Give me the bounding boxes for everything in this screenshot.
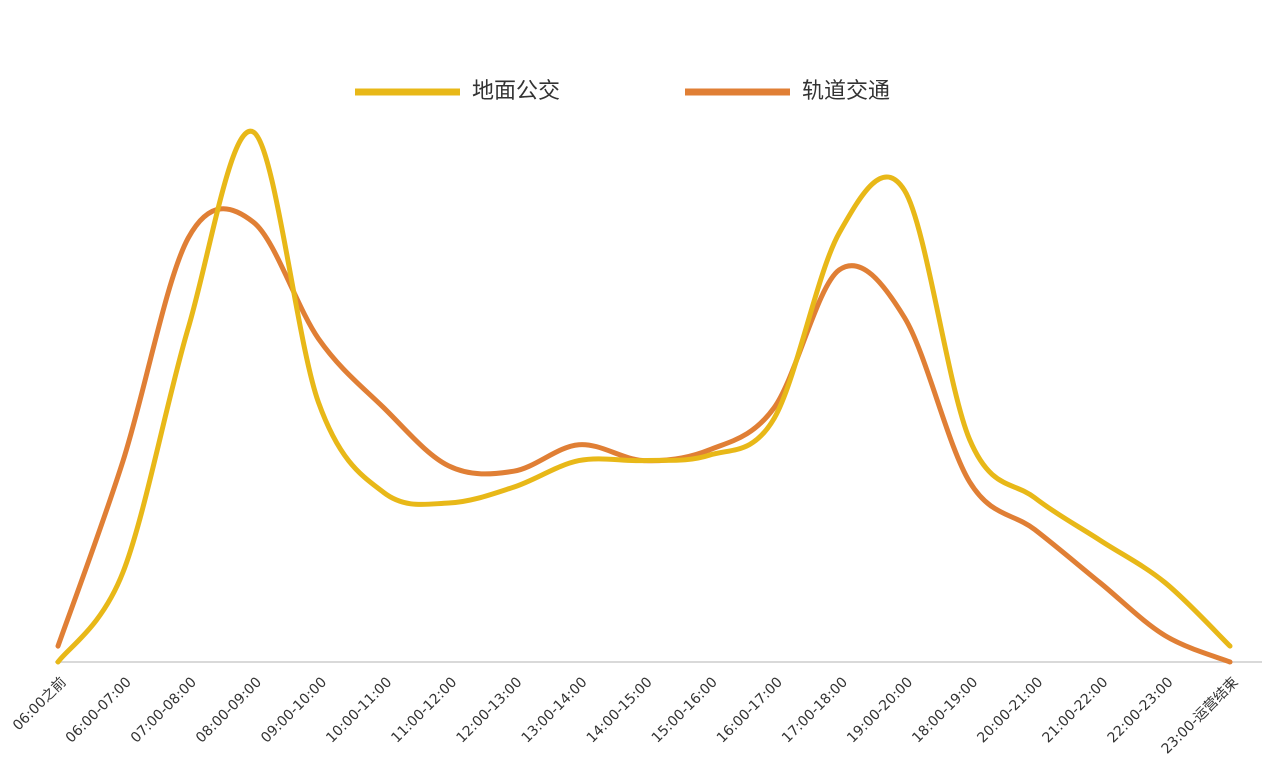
x-tick-label: 08:00-09:00 [193, 674, 265, 746]
x-tick-label: 19:00-20:00 [844, 674, 916, 746]
x-tick-label: 06:00之前 [9, 674, 69, 734]
legend-label: 轨道交通 [802, 79, 890, 104]
x-tick-label: 14:00-15:00 [584, 674, 656, 746]
x-tick-label: 12:00-13:00 [453, 674, 525, 746]
x-tick-label: 09:00-10:00 [258, 674, 330, 746]
x-tick-label: 10:00-11:00 [323, 674, 395, 746]
series-line [55, 206, 1233, 665]
x-tick-label: 16:00-17:00 [714, 674, 786, 746]
legend-label: 地面公交 [472, 79, 560, 104]
x-tick-label: 22:00-23:00 [1105, 674, 1177, 746]
series-line [55, 128, 1233, 665]
x-tick-label: 18:00-19:00 [909, 674, 981, 746]
x-tick-label: 11:00-12:00 [388, 674, 460, 746]
x-tick-label: 21:00-22:00 [1039, 674, 1111, 746]
x-tick-label: 15:00-16:00 [649, 674, 721, 746]
x-tick-label: 17:00-18:00 [779, 674, 851, 746]
x-tick-label: 06:00-07:00 [63, 674, 135, 746]
x-tick-label: 13:00-14:00 [519, 674, 591, 746]
x-tick-label: 20:00-21:00 [974, 674, 1046, 746]
x-tick-label: 07:00-08:00 [128, 674, 200, 746]
